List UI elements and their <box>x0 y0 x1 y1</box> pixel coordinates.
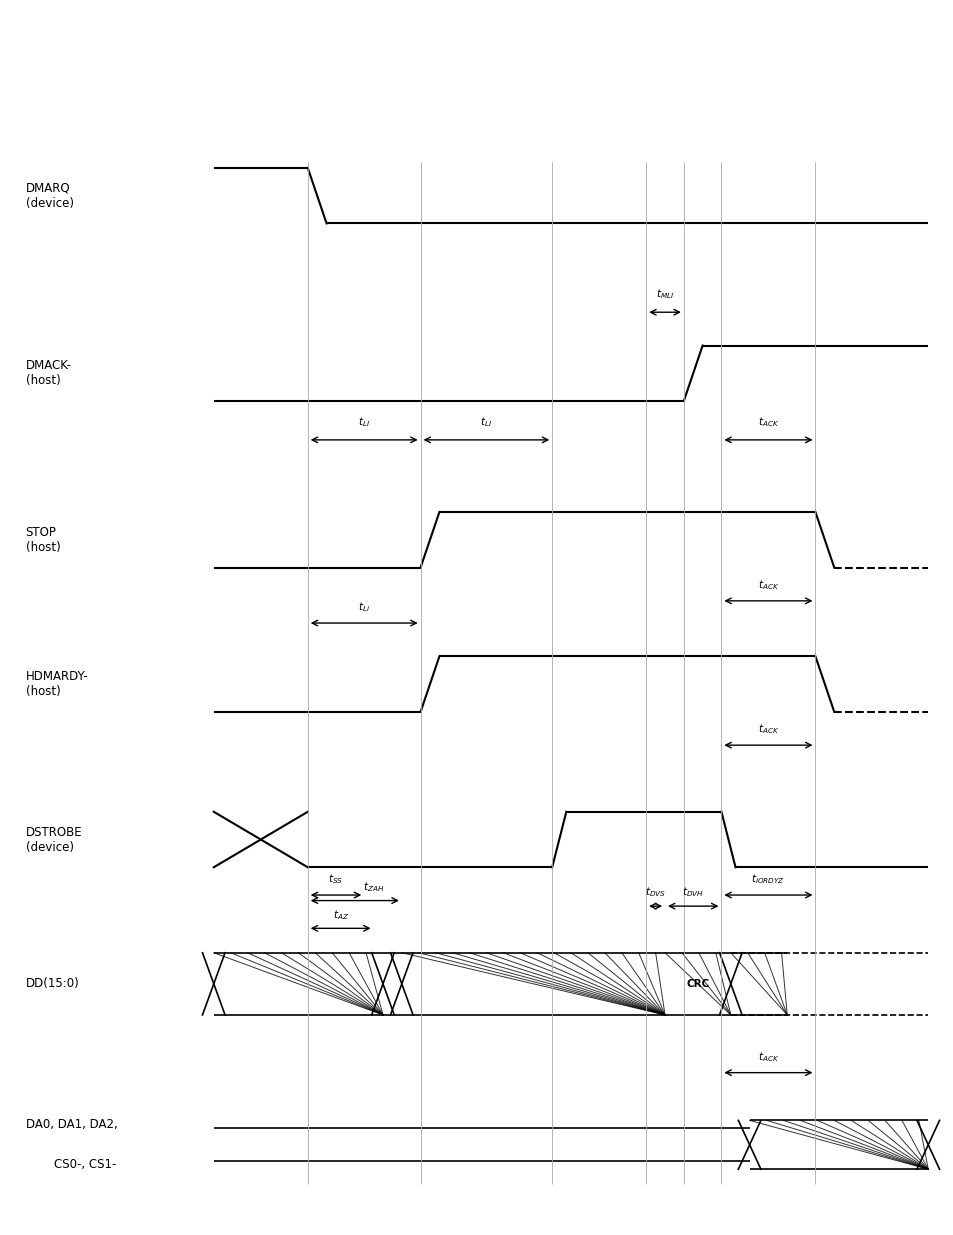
Text: $t_{SS}$: $t_{SS}$ <box>328 872 343 887</box>
Text: DD(15:0): DD(15:0) <box>26 977 79 990</box>
Text: $t_{iORDYZ}$: $t_{iORDYZ}$ <box>751 872 784 887</box>
Text: DA0, DA1, DA2,: DA0, DA1, DA2, <box>26 1119 117 1131</box>
Text: $t_{ACK}$: $t_{ACK}$ <box>757 1050 779 1063</box>
Text: CS0-, CS1-: CS0-, CS1- <box>54 1158 116 1171</box>
Text: $t_{ACK}$: $t_{ACK}$ <box>757 578 779 592</box>
Text: $t_{DVH}$: $t_{DVH}$ <box>681 885 703 899</box>
Text: $t_{ZAH}$: $t_{ZAH}$ <box>362 881 384 894</box>
Text: $t_{MLI}$: $t_{MLI}$ <box>655 288 674 301</box>
Text: $t_{AZ}$: $t_{AZ}$ <box>333 908 349 921</box>
Text: DMARQ
(device): DMARQ (device) <box>26 182 73 210</box>
Text: $t_{LI}$: $t_{LI}$ <box>480 415 492 429</box>
Text: STOP
(host): STOP (host) <box>26 526 60 553</box>
Text: $t_{ACK}$: $t_{ACK}$ <box>757 722 779 736</box>
Text: $t_{LI}$: $t_{LI}$ <box>357 415 370 429</box>
Text: DSTROBE
(device): DSTROBE (device) <box>26 825 82 853</box>
Text: CRC: CRC <box>685 979 709 989</box>
Text: HDMARDY-
(host): HDMARDY- (host) <box>26 671 89 698</box>
Text: $t_{DVS}$: $t_{DVS}$ <box>644 885 665 899</box>
Text: DMACK-
(host): DMACK- (host) <box>26 359 71 388</box>
Text: $t_{Li}$: $t_{Li}$ <box>357 600 370 614</box>
Text: $t_{ACK}$: $t_{ACK}$ <box>757 415 779 429</box>
